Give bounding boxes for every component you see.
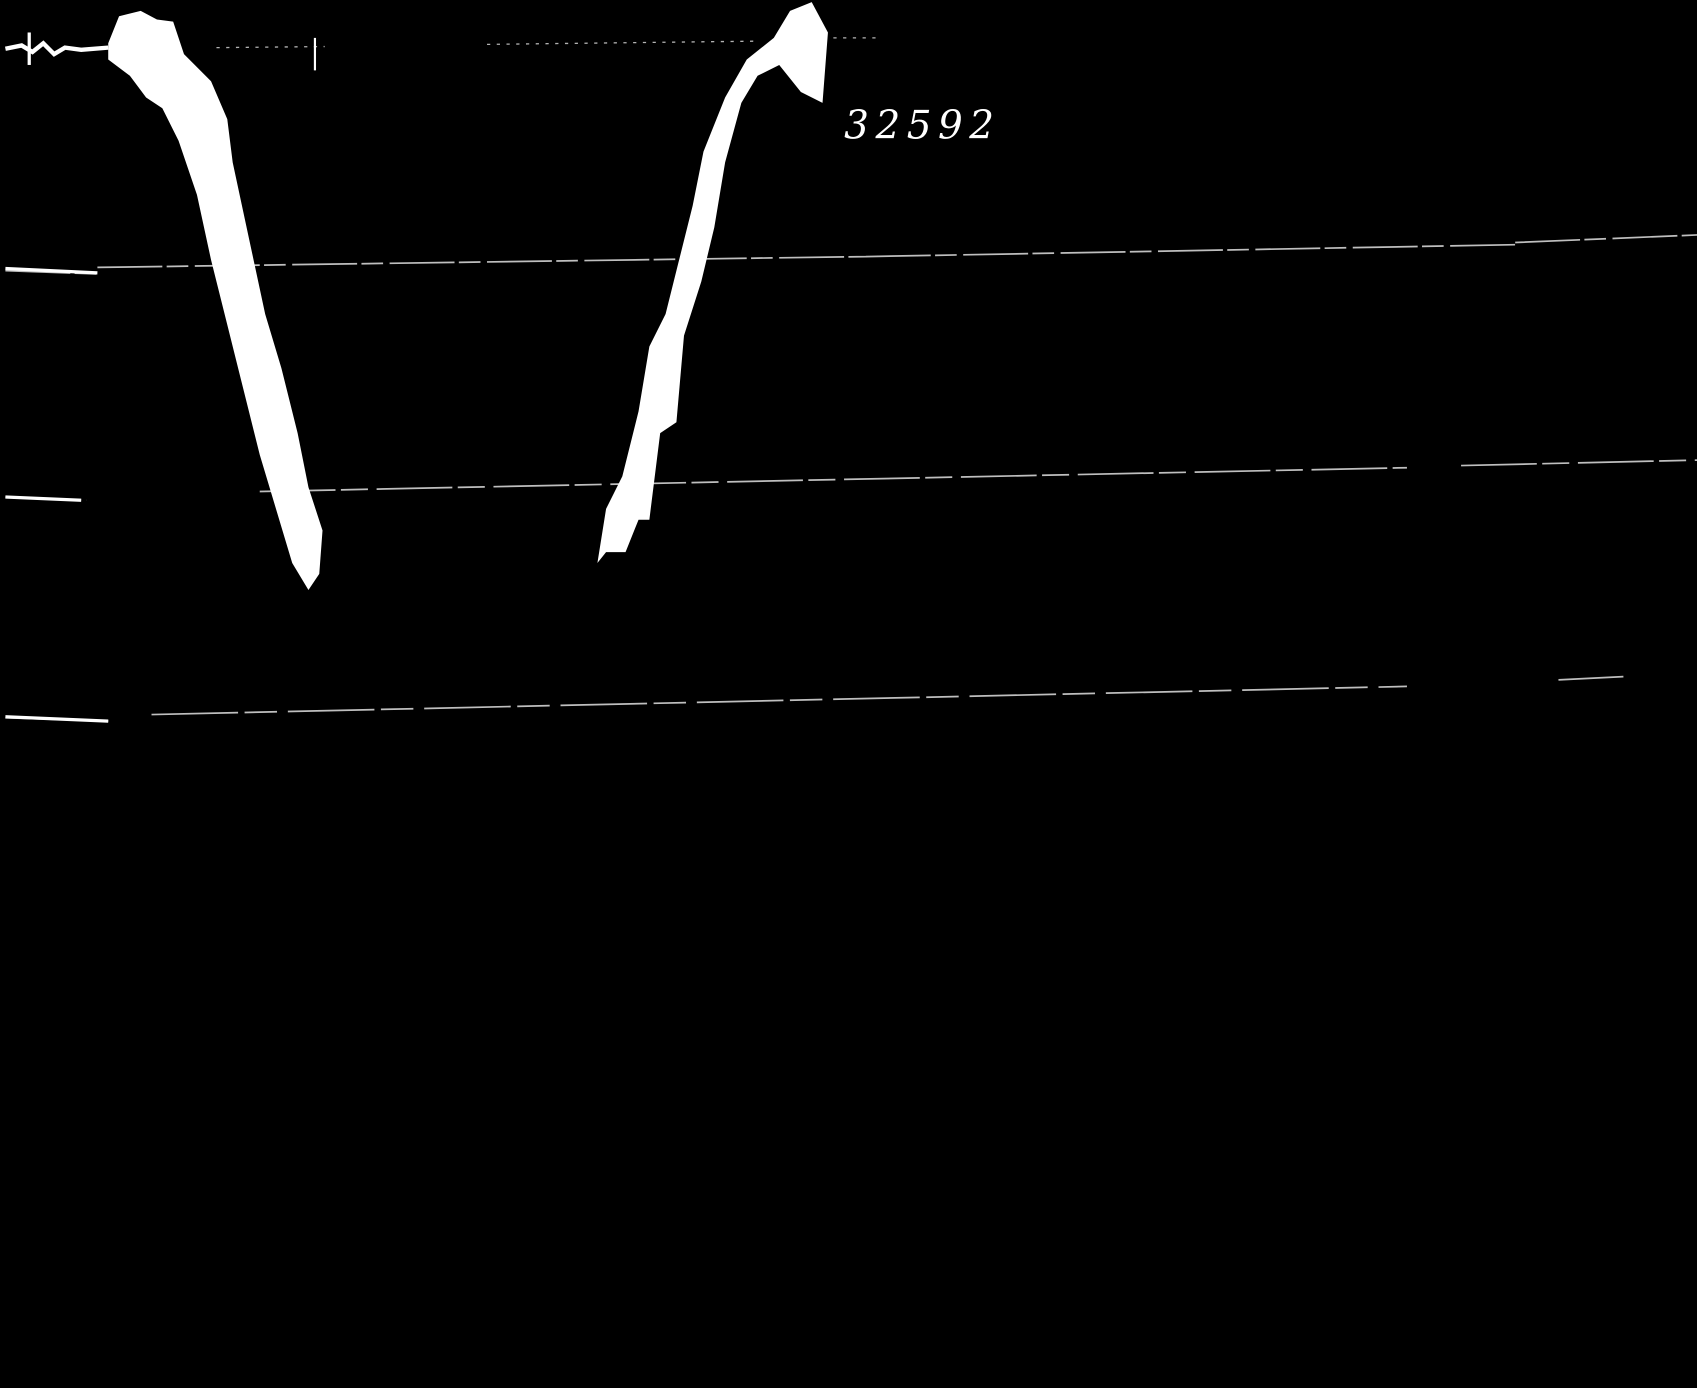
baseline bbox=[216, 37, 877, 49]
plate-number: 32592 bbox=[844, 104, 1000, 149]
reference-mark bbox=[5, 266, 109, 723]
baseline bbox=[4, 40, 109, 57]
trace bbox=[597, 2, 828, 563]
trace bbox=[108, 10, 323, 591]
